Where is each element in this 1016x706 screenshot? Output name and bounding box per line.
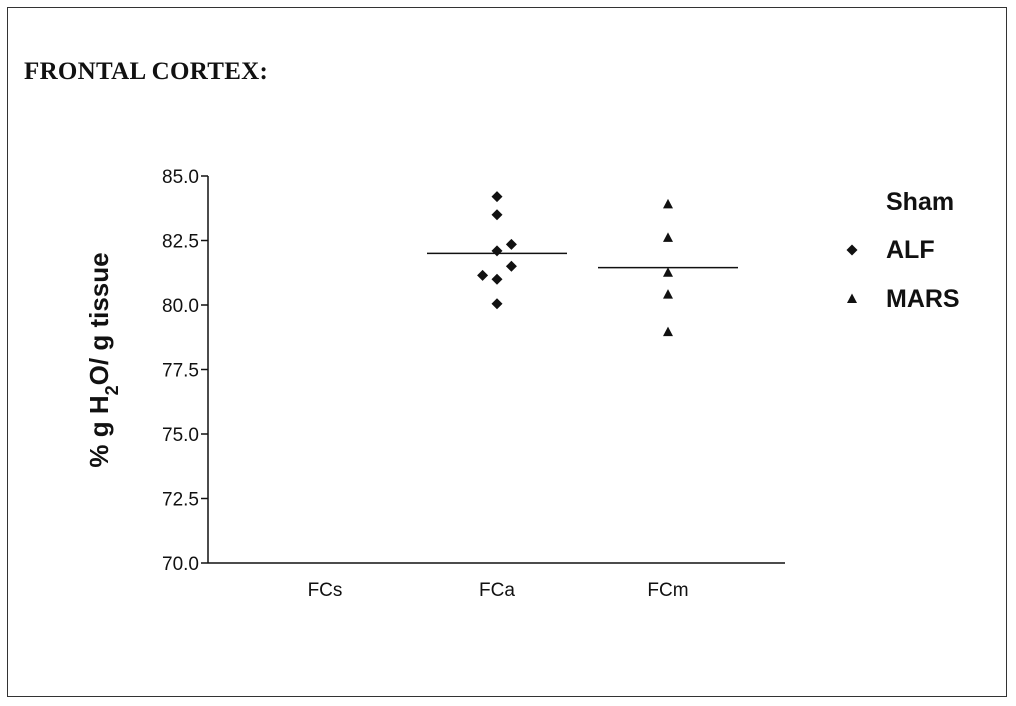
y-axis-label-suffix: O/ g tissue xyxy=(84,252,114,385)
data-point-alf xyxy=(505,238,517,250)
data-point-alf xyxy=(491,273,503,285)
y-tick-label: 85.0 xyxy=(162,167,199,188)
legend-marker-mars xyxy=(847,293,857,303)
y-axis-label: % g H2O/ g tissue xyxy=(84,252,122,467)
legend-marker-alf xyxy=(846,244,858,256)
y-ticks: 70.0 72.5 75.0 77.5 80.0 82.5 85.0 xyxy=(162,167,208,575)
y-tick-label: 72.5 xyxy=(162,490,199,511)
legend-label-mars: MARS xyxy=(886,285,960,313)
legend-label-sham: Sham xyxy=(886,188,954,216)
data-point-mars xyxy=(663,289,673,299)
data-point-alf xyxy=(491,191,503,203)
x-tick-label: FCa xyxy=(479,580,515,601)
data-point-alf xyxy=(491,298,503,310)
data-point-alf xyxy=(505,260,517,272)
y-axis-label-prefix: % g H xyxy=(84,395,114,467)
data-point-alf xyxy=(491,209,503,221)
legend-label-alf: ALF xyxy=(886,236,935,264)
figure-frame xyxy=(7,7,1007,697)
mean-lines xyxy=(427,252,738,269)
legend: Sham ALF MARS xyxy=(846,188,960,313)
y-tick-label: 75.0 xyxy=(162,425,199,446)
y-tick-label: 80.0 xyxy=(162,296,199,317)
data-points xyxy=(477,191,673,337)
data-point-mars xyxy=(663,267,673,277)
data-point-alf xyxy=(477,269,489,281)
x-tick-label: FCs xyxy=(308,580,343,601)
x-ticks: FCs FCa FCm xyxy=(308,580,689,601)
y-tick-label: 70.0 xyxy=(162,554,199,575)
x-tick-label: FCm xyxy=(647,580,688,601)
y-tick-label: 77.5 xyxy=(162,361,199,382)
y-axis-label-subscript: 2 xyxy=(102,385,122,395)
data-point-mars xyxy=(663,198,673,209)
data-point-mars xyxy=(663,326,673,337)
y-tick-label: 82.5 xyxy=(162,232,199,253)
axes xyxy=(207,176,785,564)
data-point-alf xyxy=(491,245,503,257)
data-point-mars xyxy=(663,232,673,242)
panel-title: FRONTAL CORTEX: xyxy=(24,58,269,85)
